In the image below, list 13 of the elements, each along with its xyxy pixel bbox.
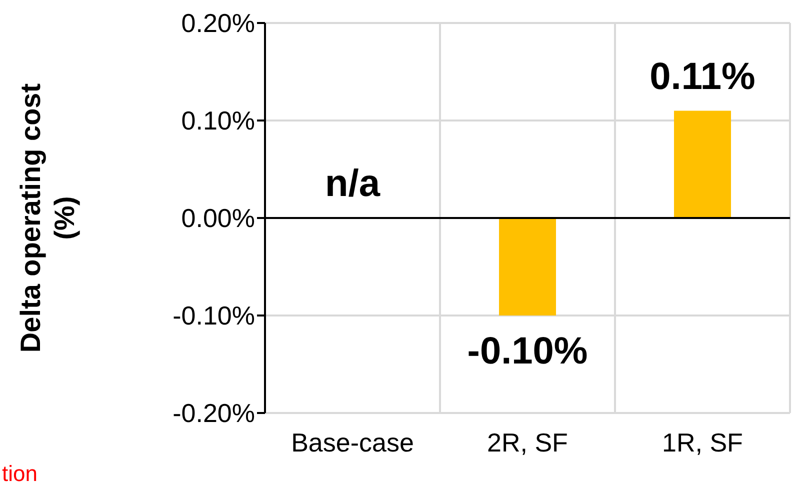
y-tick-label: 0.00% [181,203,255,234]
x-tick-label: 1R, SF [662,427,743,458]
x-tick-label: Base-case [291,427,414,458]
x-tick-label: 2R, SF [487,427,568,458]
data-label: -0.10% [467,330,588,372]
y-tick-label: -0.10% [172,300,255,331]
text: tion [2,461,38,486]
data-label: 0.11% [650,56,756,98]
y-tick-label: -0.20% [172,398,255,428]
text: n/a [325,163,380,205]
y-axis-title: Delta operating cost (%) [15,83,80,353]
y-tick-label: 0.10% [181,106,255,136]
y-tick-label: 0.20% [181,8,255,38]
